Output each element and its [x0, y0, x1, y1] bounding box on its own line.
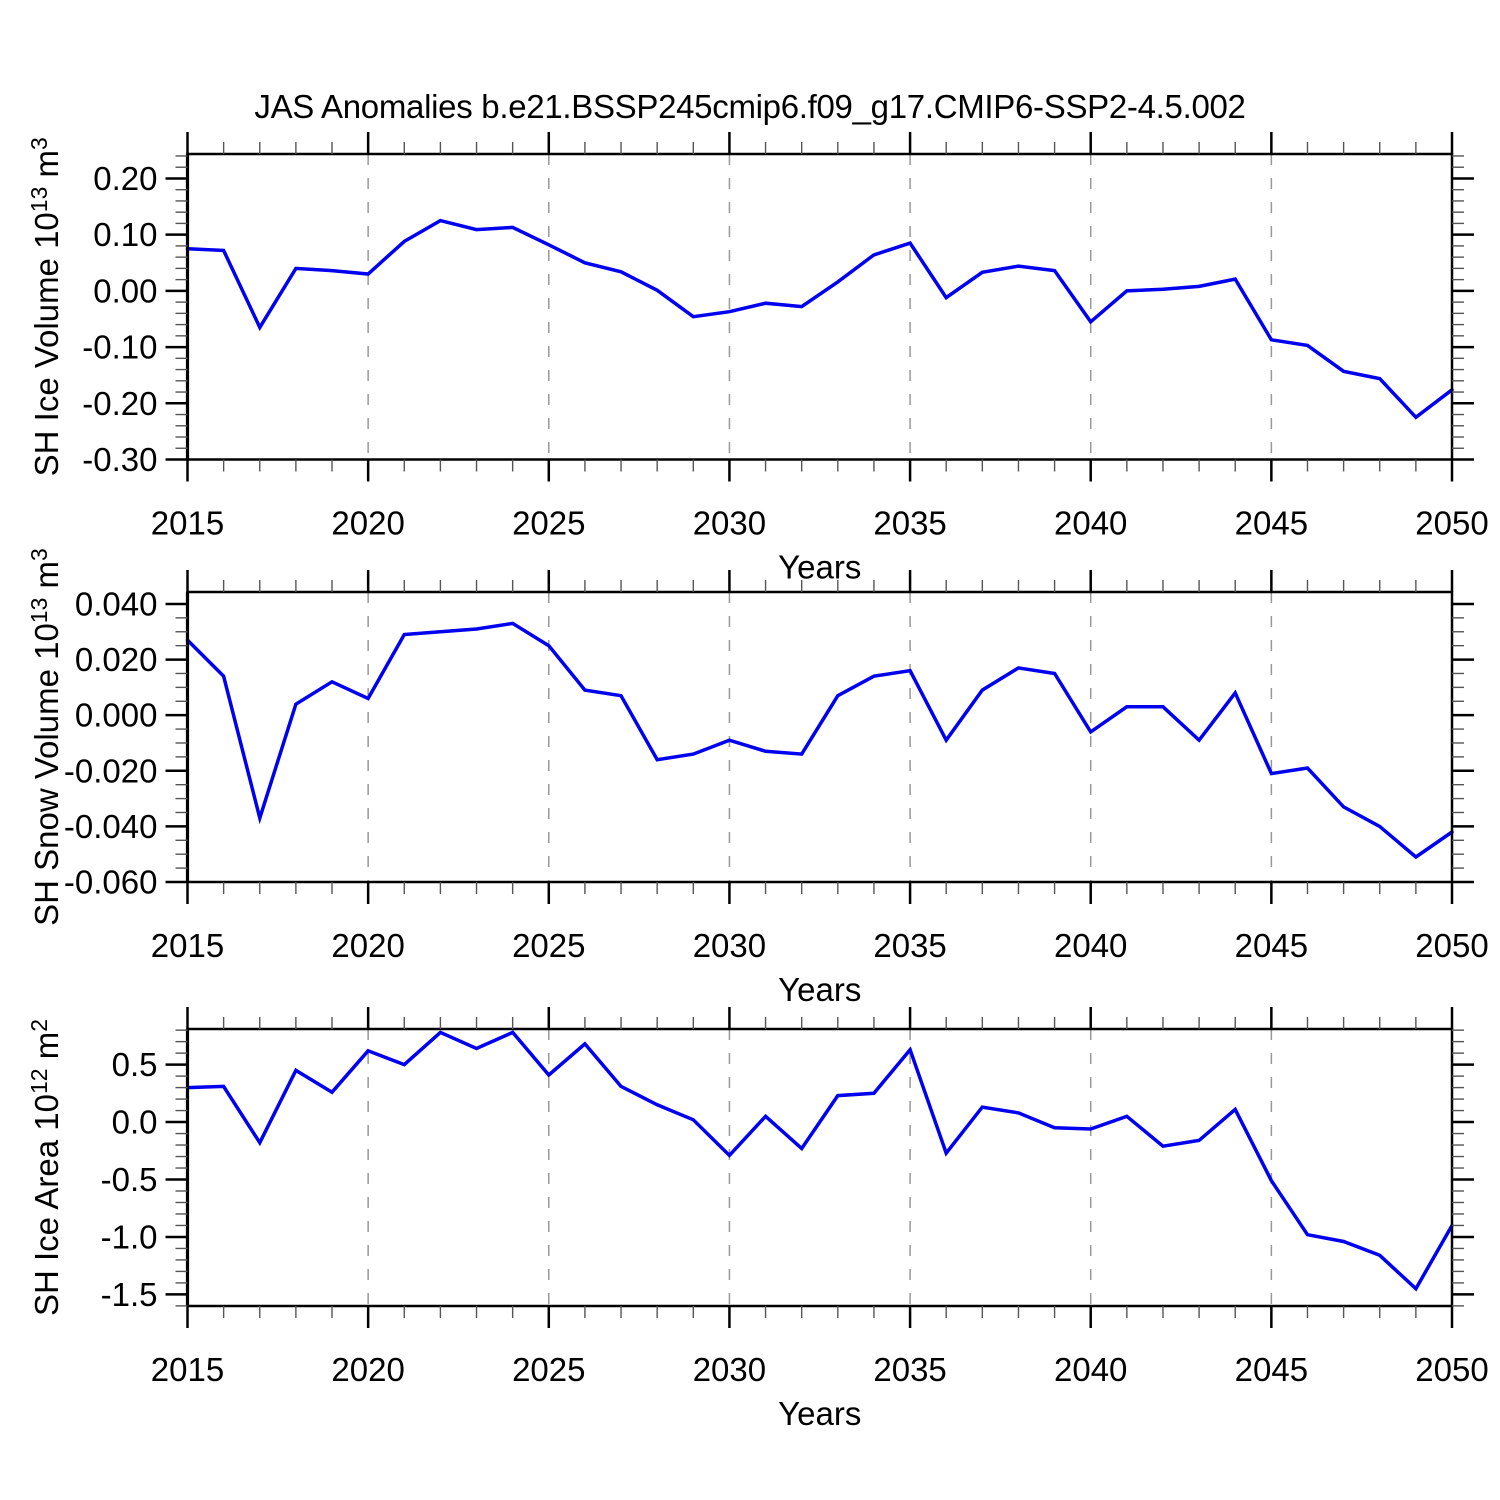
panel-2-x-ticks [186, 1007, 1454, 1328]
panel-2-x-tick-labels: 2015 2020 2025 2030 2035 2040 2045 2050 [151, 1351, 1489, 1388]
x-axis-title: Years [778, 1395, 861, 1432]
y-tick-label: -0.10 [82, 329, 157, 366]
x-tick-label: 2040 [1054, 505, 1127, 542]
x-tick-label: 2020 [331, 1351, 404, 1388]
x-axis-title: Years [778, 971, 861, 1008]
panel-0-gridlines [367, 154, 1273, 460]
panel-1: 0.040 0.020 0.000 -0.020 -0.040 -0.060 2015 202… [26, 548, 1489, 1008]
x-tick-label: 2040 [1054, 1351, 1127, 1388]
panel-1-gridlines [367, 592, 1273, 882]
x-axis-title: Years [778, 549, 861, 586]
x-tick-label: 2040 [1054, 927, 1127, 964]
x-tick-label: 2030 [693, 927, 766, 964]
x-tick-label: 2050 [1415, 927, 1488, 964]
series-line-1 [185, 621, 1454, 860]
x-tick-label: 2045 [1235, 505, 1308, 542]
x-tick-label: 2045 [1235, 927, 1308, 964]
y-tick-label: 0.5 [112, 1046, 158, 1083]
panel-1-y-ticks [165, 602, 1474, 884]
y-tick-label: 0.0 [112, 1104, 158, 1141]
y-axis-title: SH Ice Volume 1013 m3 [26, 137, 65, 476]
panel-1-y-tick-labels: 0.040 0.020 0.000 -0.020 -0.040 -0.060 [64, 585, 158, 900]
panel-2-y-ticks [165, 1029, 1474, 1307]
x-tick-label: 2015 [151, 505, 224, 542]
y-tick-label: -0.30 [82, 441, 157, 478]
y-tick-label: -0.20 [82, 385, 157, 422]
y-tick-label: -1.0 [101, 1218, 158, 1255]
y-tick-label: 0.000 [75, 697, 158, 734]
y-tick-label: 0.10 [93, 216, 157, 253]
x-tick-label: 2035 [873, 505, 946, 542]
panel-1-x-ticks [186, 570, 1454, 904]
panel-0-x-tick-labels: 2015 2020 2025 2030 2035 2040 2045 2050 [151, 505, 1489, 542]
x-tick-label: 2030 [693, 1351, 766, 1388]
y-tick-label: 0.00 [93, 272, 157, 309]
chart-title: JAS Anomalies b.e21.BSSP245cmip6.f09_g17… [254, 88, 1245, 125]
series-line-0 [185, 218, 1454, 420]
y-axis-title: SH Ice Area 1012 m2 [26, 1019, 65, 1316]
y-tick-label: 0.040 [75, 585, 158, 622]
x-tick-label: 2020 [331, 927, 404, 964]
panel-0-frame [186, 152, 1454, 461]
panel-1-frame [186, 590, 1454, 884]
x-tick-label: 2025 [512, 505, 585, 542]
y-tick-label: -0.020 [64, 752, 158, 789]
y-tick-label: 0.020 [75, 641, 158, 678]
y-tick-label: -0.040 [64, 808, 158, 845]
x-tick-label: 2035 [873, 927, 946, 964]
x-tick-label: 2030 [693, 505, 766, 542]
x-tick-label: 2050 [1415, 505, 1488, 542]
y-tick-label: -0.060 [64, 864, 158, 901]
panel-0-x-ticks [186, 132, 1454, 482]
panel-0-y-tick-labels: 0.20 0.10 0.00 -0.10 -0.20 -0.30 [82, 160, 157, 478]
y-tick-label: 0.20 [93, 160, 157, 197]
x-tick-label: 2015 [151, 1351, 224, 1388]
x-tick-label: 2035 [873, 1351, 946, 1388]
x-tick-label: 2025 [512, 927, 585, 964]
x-tick-label: 2045 [1235, 1351, 1308, 1388]
panel-2-gridlines [367, 1029, 1273, 1306]
x-tick-label: 2020 [331, 505, 404, 542]
x-tick-label: 2025 [512, 1351, 585, 1388]
x-tick-label: 2015 [151, 927, 224, 964]
y-tick-label: -1.5 [101, 1276, 158, 1313]
panel-0-y-ticks [165, 155, 1474, 461]
series-line-2 [185, 1030, 1454, 1292]
panel-1-x-tick-labels: 2015 2020 2025 2030 2035 2040 2045 2050 [151, 927, 1489, 964]
panel-2-frame [186, 1027, 1454, 1308]
x-tick-label: 2050 [1415, 1351, 1488, 1388]
panel-2-y-tick-labels: 0.5 0.0 -0.5 -1.0 -1.5 [101, 1046, 158, 1313]
y-axis-title: SH Snow Volume 1013 m3 [26, 548, 65, 926]
y-tick-label: -0.5 [101, 1161, 158, 1198]
